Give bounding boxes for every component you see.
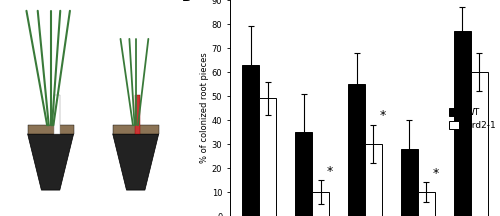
Bar — [471, 72, 488, 216]
Polygon shape — [112, 125, 158, 134]
Polygon shape — [28, 125, 74, 134]
Text: WT: WT — [42, 193, 60, 203]
Polygon shape — [112, 134, 158, 190]
Bar — [401, 149, 418, 216]
Bar — [134, 95, 140, 134]
Text: *: * — [467, 0, 473, 4]
Bar — [418, 192, 435, 216]
Y-axis label: % of colonized root pieces: % of colonized root pieces — [200, 53, 209, 163]
Bar — [54, 95, 60, 134]
Text: A: A — [7, 6, 16, 19]
Bar — [295, 132, 312, 216]
Bar — [365, 144, 382, 216]
Text: brd2-1: brd2-1 — [120, 193, 152, 203]
Bar — [312, 192, 329, 216]
Polygon shape — [28, 134, 74, 190]
Legend: WT, brd2-1: WT, brd2-1 — [450, 108, 496, 130]
Bar — [454, 31, 471, 216]
Text: *: * — [380, 109, 386, 122]
Bar — [242, 65, 259, 216]
Bar — [348, 84, 365, 216]
Text: B: B — [182, 0, 191, 4]
Bar — [259, 98, 276, 216]
Text: *: * — [432, 167, 439, 180]
Text: *: * — [326, 165, 333, 178]
